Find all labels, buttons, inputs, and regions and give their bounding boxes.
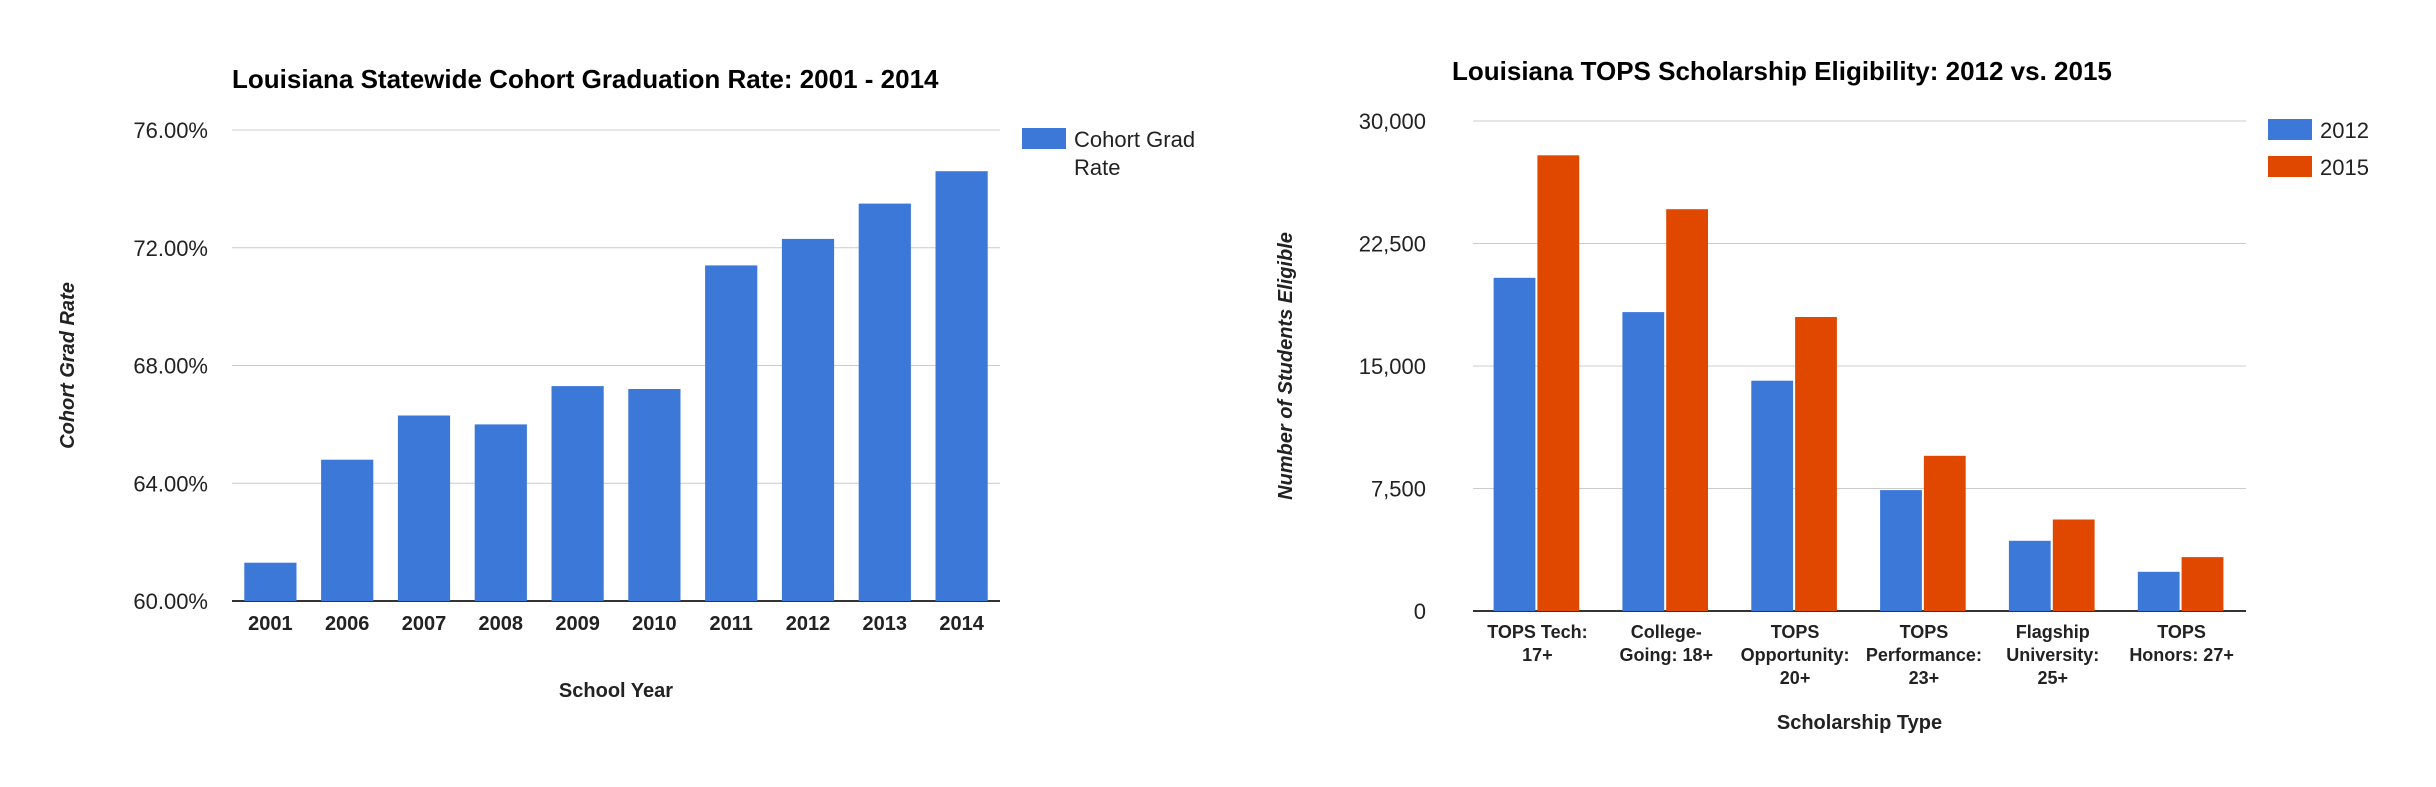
tops-legend-swatch [2268, 119, 2312, 140]
tops-legend-label: 2015 [2320, 155, 2369, 180]
tops-bar-2012 [2008, 540, 2051, 611]
tops-x-tick-line: 20+ [1780, 668, 1811, 688]
tops-x-tick-line: 17+ [1522, 645, 1553, 665]
grad-x-tick-label: 2010 [632, 613, 677, 635]
grad-x-tick-label: 2009 [555, 613, 600, 635]
grad-bar-cohort-grad-rate [628, 389, 681, 601]
grad-x-tick-label: 2011 [710, 613, 753, 635]
grad-y-tick-label: 68.00% [133, 354, 208, 379]
tops-x-tick-line: Performance: [1866, 645, 1982, 665]
tops-legend-swatch [2268, 156, 2312, 177]
tops-legend-label: 2012 [2320, 118, 2369, 143]
tops-bar-2012 [1751, 380, 1794, 611]
tops-bar-2012 [1622, 312, 1665, 611]
tops-x-tick-line: TOPS [1771, 622, 1820, 642]
grad-legend: Cohort Grad Rate [1022, 127, 1195, 180]
tops-bar-2015 [1666, 209, 1708, 611]
grad-legend-swatch [1022, 128, 1066, 149]
grad-x-tick-label: 2008 [479, 613, 524, 635]
tops-chart-title: Louisiana TOPS Scholarship Eligibility: … [1452, 56, 2112, 86]
grad-bar-cohort-grad-rate [858, 203, 911, 601]
grad-x-tick-line: 2001 [248, 613, 293, 635]
tops-x-tick-line: University: [2006, 645, 2099, 665]
tops-x-tick-label: TOPS Opportunity: 20+ [1741, 622, 1850, 688]
grad-x-tick-label: 2006 [325, 613, 370, 635]
tops-x-tick-line: Going: 18+ [1619, 645, 1713, 665]
grad-x-tick-line: 2012 [786, 613, 831, 635]
grad-x-tick-line: 2007 [402, 613, 447, 635]
tops-bar-2012 [1880, 490, 1922, 611]
tops-y-tick-label: 22,500 [1359, 232, 1426, 257]
grad-legend-label: Rate [1074, 155, 1120, 180]
grad-chart: Louisiana Statewide Cohort Graduation Ra… [57, 64, 1195, 702]
tops-y-axis-title: Number of Students Eligible [1275, 232, 1297, 500]
grad-bar-cohort-grad-rate [321, 459, 374, 601]
tops-y-tick-label: 0 [1414, 599, 1426, 624]
tops-x-tick-label: TOPS Performance: 23+ [1866, 622, 1982, 688]
grad-bar-cohort-grad-rate [244, 562, 297, 601]
tops-bar-2015 [1923, 455, 1966, 611]
grad-x-tick-line: 2009 [555, 613, 600, 635]
grad-bar-cohort-grad-rate [705, 265, 758, 601]
grad-x-tick-line: 2008 [479, 613, 524, 635]
tops-y-tick-label: 15,000 [1359, 354, 1426, 379]
grad-x-tick-label: 2013 [863, 613, 908, 635]
grad-legend-label: Cohort Grad [1074, 127, 1195, 152]
grad-bar-cohort-grad-rate [551, 386, 604, 601]
grad-y-tick-label: 64.00% [133, 471, 208, 496]
tops-bar-2012 [1493, 277, 1536, 611]
tops-x-tick-line: TOPS [1900, 622, 1949, 642]
tops-x-tick-line: Opportunity: [1741, 645, 1850, 665]
tops-x-tick-line: TOPS Tech: [1487, 622, 1587, 642]
tops-bar-2015 [2181, 557, 2224, 611]
grad-x-tick-label: 2001 [248, 613, 293, 635]
tops-x-tick-label: TOPS Honors: 27+ [2129, 622, 2234, 665]
grad-chart-title: Louisiana Statewide Cohort Graduation Ra… [232, 64, 939, 94]
grad-bar-cohort-grad-rate [474, 424, 527, 601]
grad-x-tick-label: 2012 [786, 613, 831, 635]
tops-chart: Louisiana TOPS Scholarship Eligibility: … [1275, 56, 2369, 734]
grad-x-tick-label: 2007 [402, 613, 447, 635]
tops-bar-2015 [2052, 519, 2095, 611]
grad-y-tick-label: 72.00% [133, 236, 208, 261]
grad-x-tick-label: 2014 [939, 613, 984, 635]
grad-x-tick-line: 2010 [632, 613, 677, 635]
grad-y-axis-title: Cohort Grad Rate [57, 282, 79, 449]
tops-y-tick-label: 30,000 [1359, 109, 1426, 134]
tops-x-tick-line: Flagship [2016, 622, 2090, 642]
grad-y-tick-label: 76.00% [133, 118, 208, 143]
tops-x-axis-title: Scholarship Type [1777, 712, 1942, 734]
tops-x-tick-label: College- Going: 18+ [1619, 622, 1713, 665]
tops-x-tick-line: 23+ [1909, 668, 1940, 688]
grad-x-tick-line: 2006 [325, 613, 370, 635]
tops-x-tick-line: 25+ [2037, 668, 2068, 688]
grad-x-tick-line: 2013 [863, 613, 908, 635]
grad-x-axis-title: School Year [559, 680, 673, 702]
grad-x-tick-line: 2014 [939, 613, 984, 635]
grad-bar-cohort-grad-rate [935, 171, 988, 601]
grad-x-tick-line: 2011 [710, 613, 753, 635]
tops-x-tick-label: TOPS Tech: 17+ [1487, 622, 1587, 665]
tops-x-tick-line: TOPS [2157, 622, 2206, 642]
grad-bar-cohort-grad-rate [781, 238, 835, 601]
tops-x-tick-line: College- [1631, 622, 1702, 642]
tops-x-tick-line: Honors: 27+ [2129, 645, 2234, 665]
tops-bar-2015 [1795, 317, 1837, 611]
grad-y-tick-label: 60.00% [133, 589, 208, 614]
tops-bar-2012 [2137, 571, 2180, 611]
grad-bar-cohort-grad-rate [397, 415, 451, 601]
tops-bar-2015 [1537, 155, 1580, 612]
tops-y-tick-label: 7,500 [1371, 477, 1426, 502]
tops-legend: 2012 2015 [2268, 118, 2369, 180]
tops-x-tick-label: Flagship University: 25+ [2006, 622, 2099, 688]
